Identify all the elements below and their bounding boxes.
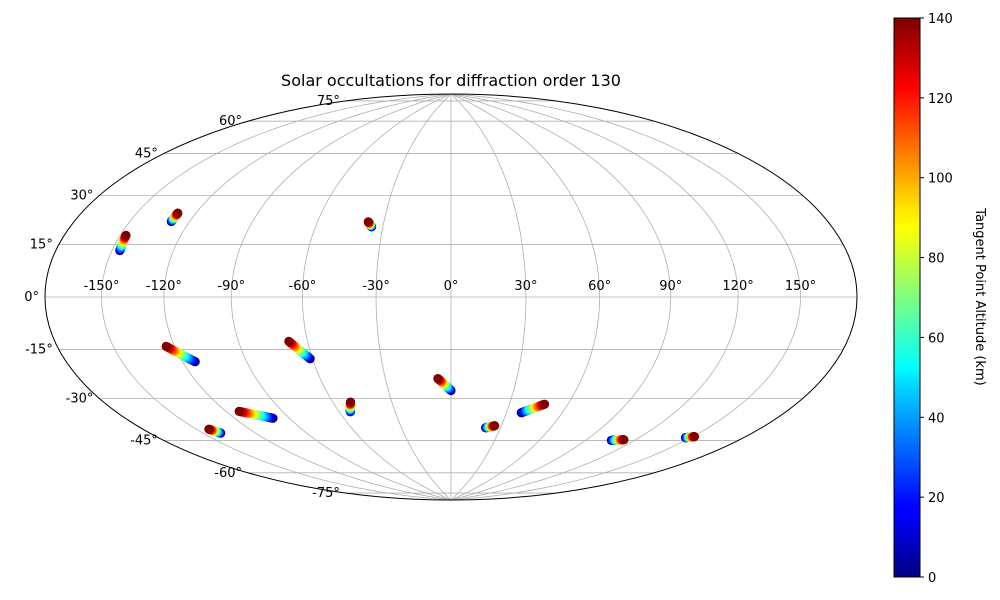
occultation-track <box>204 424 226 438</box>
occultation-point <box>204 424 214 434</box>
chart-title: Solar occultations for diffraction order… <box>281 71 621 90</box>
occultation-track <box>115 230 131 256</box>
latitude-tick-label: 30° <box>70 189 93 204</box>
map-boundary <box>44 93 858 501</box>
occultation-point <box>433 373 443 384</box>
longitude-tick-label: 30° <box>514 279 537 294</box>
colorbar-label: Tangent Point Altitude (km) <box>972 207 987 385</box>
latitude-tick-label: 45° <box>135 146 158 161</box>
colorbar-tick-label: 140 <box>928 12 953 27</box>
occultation-track <box>166 208 183 227</box>
colorbar-tick-label: 60 <box>928 331 945 346</box>
occultation-track <box>363 217 377 232</box>
longitude-tick-label: -120° <box>146 279 182 294</box>
occultation-point <box>173 208 183 218</box>
latitude-tick-label: -60° <box>214 466 242 481</box>
occultation-track <box>234 406 278 423</box>
colorbar-tick-label: 80 <box>928 252 945 267</box>
colorbar-tick-label: 120 <box>928 92 953 107</box>
latitude-tick-label: -75° <box>312 486 340 501</box>
occultation-track <box>680 432 700 443</box>
occultation-point <box>490 421 500 431</box>
occultation-point <box>345 397 356 407</box>
colorbar-tick-label: 0 <box>928 571 936 586</box>
occultation-point <box>284 336 294 346</box>
longitude-tick-label: -90° <box>217 279 245 294</box>
colorbar-tick-label: 40 <box>928 411 945 426</box>
occultation-track <box>516 399 550 418</box>
occultation-point <box>234 406 244 416</box>
occultation-track <box>284 336 315 364</box>
colorbar-ticks: 0 20 40 60 80 100 120 140 <box>920 12 953 586</box>
occultation-track <box>481 421 500 433</box>
longitude-tick-label: 150° <box>785 279 816 294</box>
longitude-tick-label: 120° <box>722 279 753 294</box>
occultation-track <box>161 341 200 367</box>
occultation-track <box>345 397 356 417</box>
latitude-tick-label: 60° <box>219 114 242 129</box>
longitude-tick-label: 90° <box>659 279 682 294</box>
latitude-tick-label: -15° <box>25 343 53 358</box>
occultation-point <box>161 341 171 351</box>
occultation-point <box>689 432 700 442</box>
occultation-point <box>121 230 131 240</box>
occultation-point <box>363 217 373 227</box>
latitude-tick-label: 15° <box>30 237 53 252</box>
longitude-tick-label: 60° <box>588 279 611 294</box>
colorbar-gradient <box>893 17 921 578</box>
latitude-tick-label: -45° <box>130 434 158 449</box>
longitude-tick-label: 0° <box>444 279 459 294</box>
latitude-tick-label: 75° <box>317 94 340 109</box>
map-tick-labels: -150° -120° -90° -60° -30° 0° 30° 60° 90° 120° 150… <box>24 94 816 501</box>
latitude-tick-label: 0° <box>24 290 39 305</box>
occultation-track <box>433 373 456 396</box>
colorbar-tick-label: 100 <box>928 172 953 187</box>
colorbar: 0 20 40 60 80 100 120 140 Tangent Point Altitud… <box>893 12 987 586</box>
longitude-tick-label: -60° <box>289 279 317 294</box>
occultation-point <box>619 435 629 445</box>
occultation-points <box>115 208 700 445</box>
latitude-tick-label: -30° <box>66 392 94 407</box>
longitude-tick-label: -30° <box>362 279 390 294</box>
occultation-point <box>539 399 550 409</box>
colorbar-tick-label: 20 <box>928 491 945 506</box>
occultation-track <box>606 435 629 445</box>
map-grid <box>45 94 857 500</box>
longitude-tick-label: -150° <box>83 279 119 294</box>
